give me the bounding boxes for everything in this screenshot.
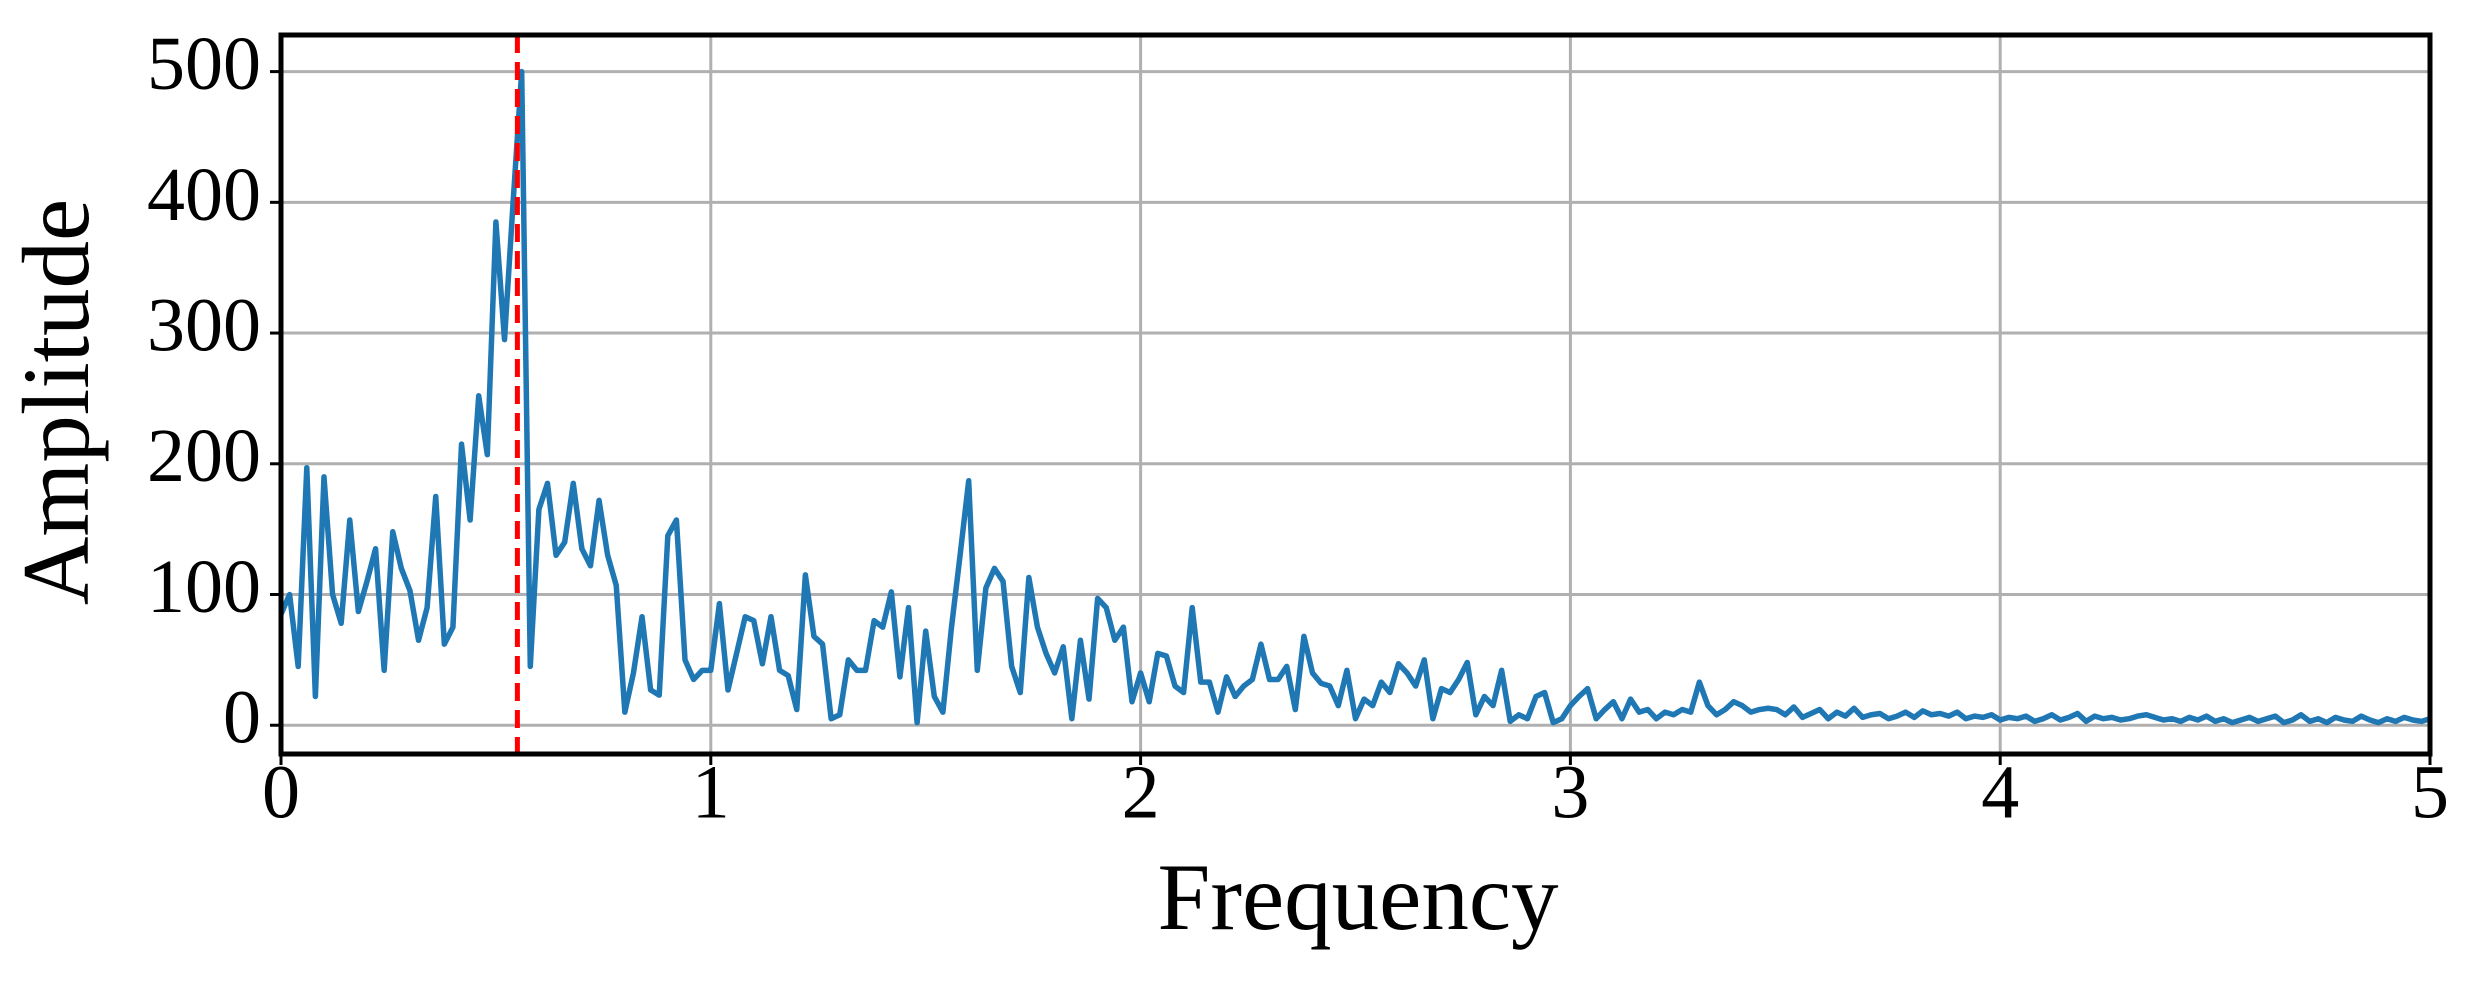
y-axis-label: Amplitude (3, 199, 109, 605)
x-axis-label: Frequency (1158, 844, 1559, 950)
y-tick-label: 500 (147, 22, 261, 106)
line-series (281, 68, 2430, 726)
y-tick-label: 300 (147, 283, 261, 367)
x-tick-label: 0 (262, 750, 300, 834)
plot-frame (278, 32, 2433, 757)
y-tick-label: 400 (147, 153, 261, 237)
y-tick-label: 0 (223, 676, 261, 760)
x-tick-label: 4 (1981, 750, 2019, 834)
x-tick-label: 5 (2411, 750, 2449, 834)
x-tick-label: 1 (692, 750, 730, 834)
x-tick-label: 2 (1122, 750, 1160, 834)
y-tick-label: 200 (147, 414, 261, 498)
y-tick-label: 100 (147, 545, 261, 629)
x-tick-label: 3 (1551, 750, 1589, 834)
